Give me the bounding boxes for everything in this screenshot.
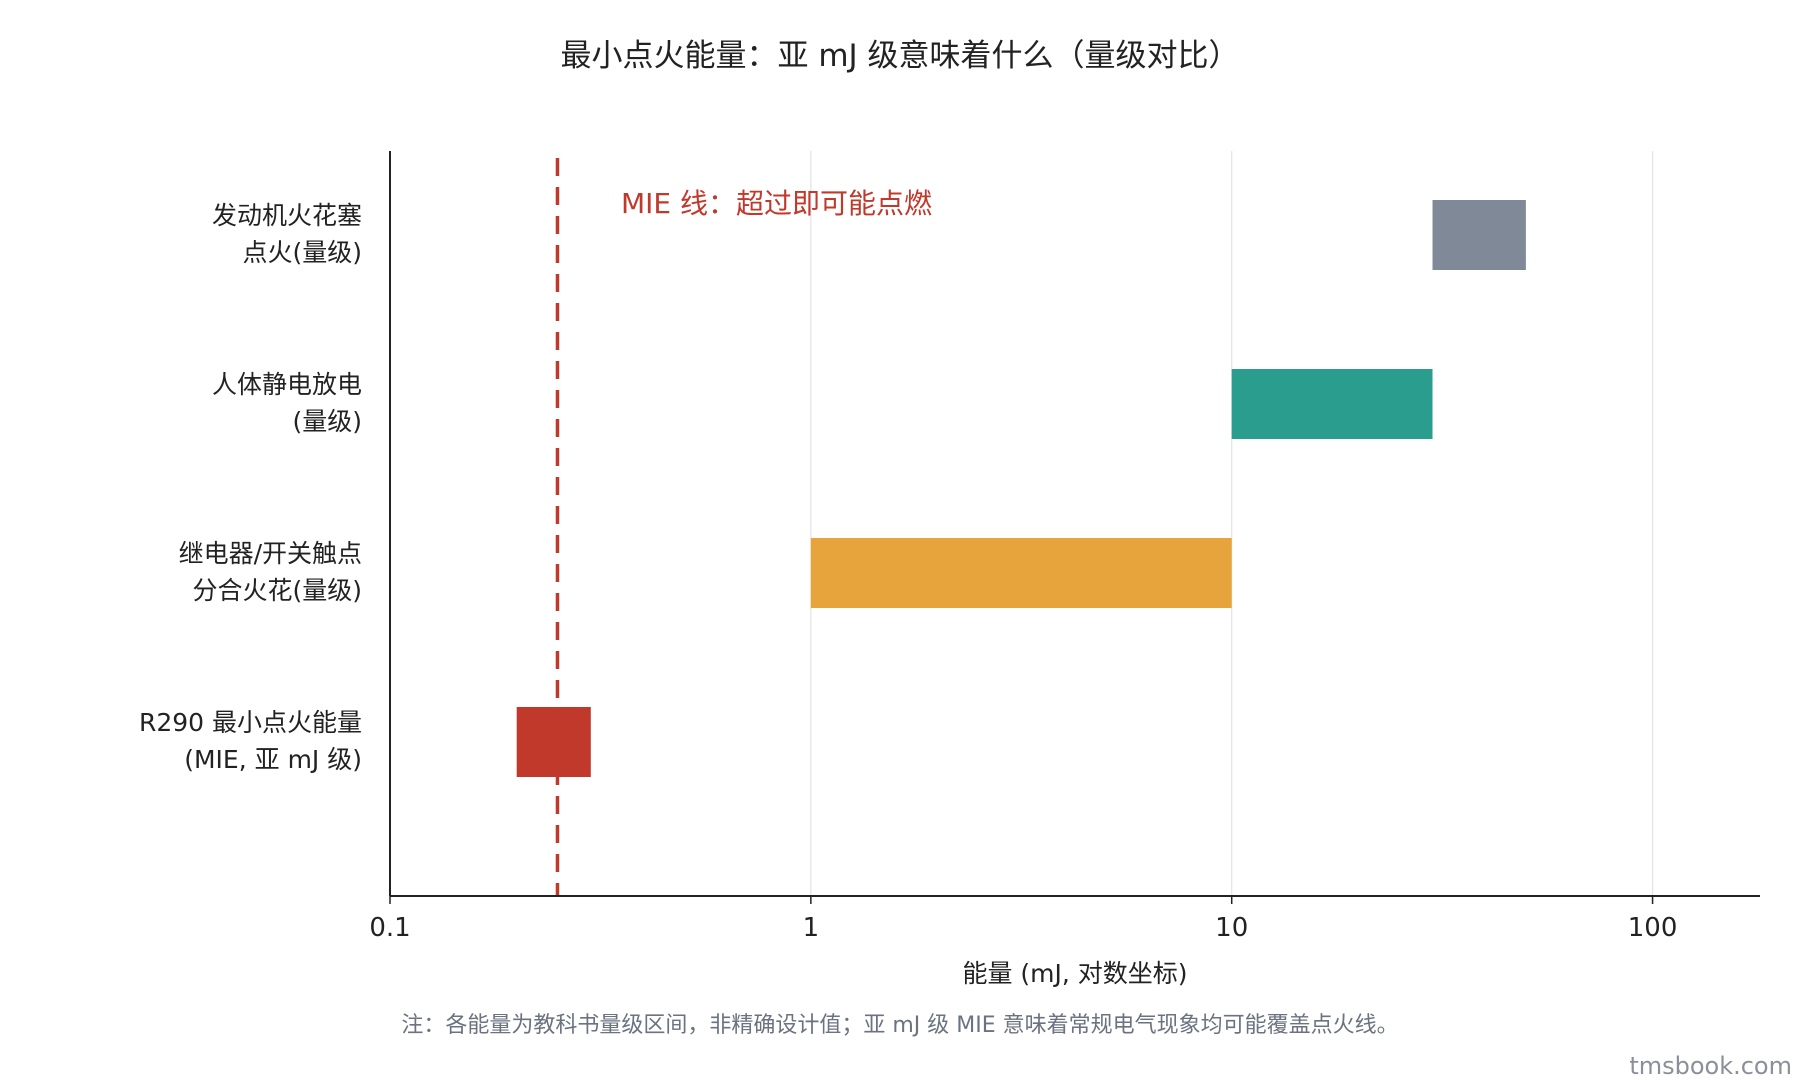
x-tick-label: 10 (1215, 913, 1248, 943)
y-category-label: R290 最小点火能量(MIE, 亚 mJ 级) (139, 708, 362, 774)
gridlines (810, 151, 1654, 896)
mie-line-label: MIE 线：超过即可能点燃 (621, 187, 932, 220)
bars (516, 200, 1526, 777)
x-tick-label: 1 (803, 913, 820, 943)
y-labels: 发动机火花塞点火(量级) 人体静电放电(量级) 继电器/开关触点分合火花(量级) R2… (139, 201, 362, 774)
y-category-label: 人体静电放电(量级) (212, 370, 362, 436)
watermark: tmsbook.com (1629, 1052, 1792, 1080)
x-tick-label: 100 (1628, 913, 1678, 943)
y-category-label: 发动机火花塞点火(量级) (212, 201, 362, 267)
chart-title: 最小点火能量：亚 mJ 级意味着什么（量级对比） (560, 38, 1239, 74)
footnote: 注：各能量为教科书量级区间，非精确设计值；亚 mJ 级 MIE 意味着常规电气现… (401, 1013, 1398, 1038)
x-ticks: 0.1 1 10 100 (369, 896, 1677, 943)
bar (516, 707, 591, 777)
bar (1432, 200, 1526, 270)
x-tick-label: 0.1 (369, 913, 410, 943)
bar (1231, 369, 1433, 439)
y-category-label: 继电器/开关触点分合火花(量级) (179, 539, 362, 605)
x-axis-label: 能量 (mJ, 对数坐标) (962, 959, 1187, 988)
bar (810, 538, 1232, 608)
